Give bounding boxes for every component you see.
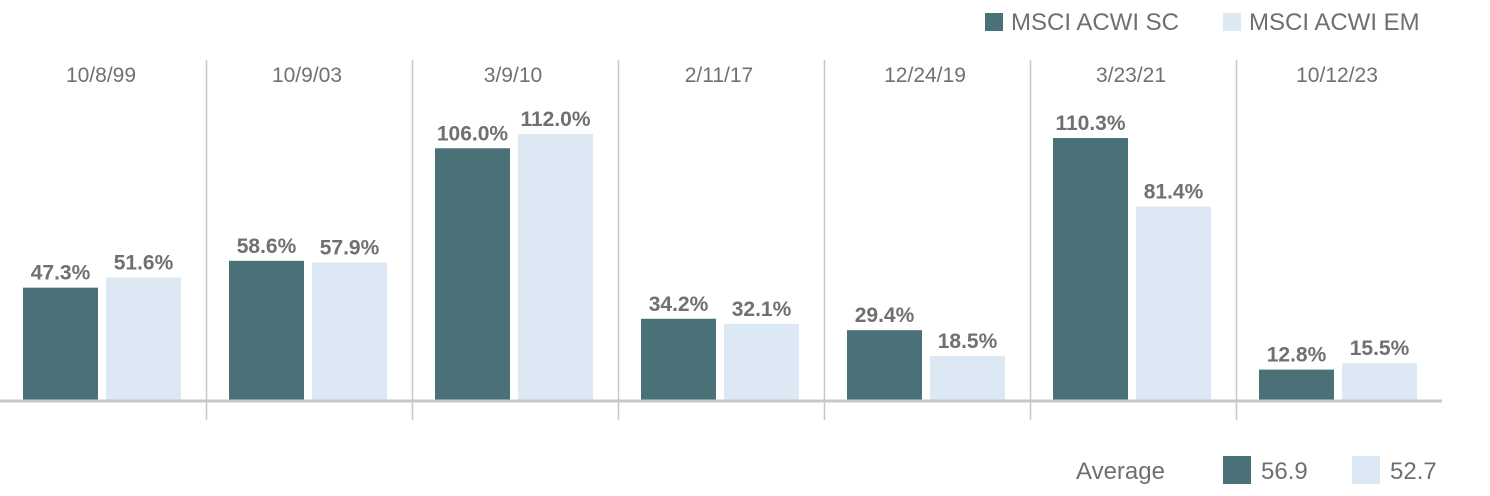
- bar-em: [518, 134, 593, 400]
- average-value-2: 52.7: [1390, 458, 1437, 485]
- bar-em: [930, 356, 1005, 400]
- data-label: 110.3%: [1055, 112, 1125, 135]
- data-label: 106.0%: [437, 122, 509, 145]
- legend: MSCI ACWI SC MSCI ACWI EM: [985, 9, 1420, 36]
- bar-sc: [641, 318, 716, 400]
- average-legend: Average 56.9 52.7: [1076, 456, 1437, 485]
- category-label: 3/23/21: [1096, 64, 1166, 87]
- bar-em: [1342, 363, 1417, 400]
- data-label: 29.4%: [855, 304, 915, 327]
- average-swatch-1: [1223, 456, 1251, 484]
- data-label: 51.6%: [114, 251, 174, 274]
- category-label: 3/9/10: [484, 64, 542, 87]
- bars: [23, 134, 1417, 400]
- bar-sc: [435, 148, 510, 400]
- data-label: 58.6%: [237, 235, 297, 258]
- data-label: 15.5%: [1350, 337, 1410, 360]
- data-label: 112.0%: [520, 108, 590, 131]
- category-label: 10/9/03: [272, 64, 342, 87]
- data-label: 81.4%: [1144, 181, 1204, 204]
- average-value-1: 56.9: [1261, 458, 1308, 485]
- average-swatch-2: [1352, 456, 1380, 484]
- value-labels: 47.3% 51.6% 58.6% 57.9% 106.0% 112.0% 34.2% 32.…: [31, 108, 1410, 367]
- bar-sc: [23, 287, 98, 400]
- category-label: 2/11/17: [685, 64, 754, 87]
- data-label: 57.9%: [320, 236, 380, 259]
- bar-em: [724, 323, 799, 400]
- category-label: 10/12/23: [1296, 64, 1378, 87]
- category-label: 12/24/19: [884, 64, 966, 87]
- data-label: 47.3%: [31, 262, 91, 285]
- legend-label-2: MSCI ACWI EM: [1249, 9, 1420, 36]
- bar-sc: [1053, 138, 1128, 400]
- category-dividers: [205, 60, 1238, 420]
- data-label: 12.8%: [1267, 344, 1327, 367]
- bar-sc: [847, 330, 922, 400]
- data-label: 34.2%: [649, 293, 709, 316]
- bar-sc: [1259, 369, 1334, 400]
- bar-em: [106, 277, 181, 400]
- data-label: 32.1%: [732, 298, 792, 321]
- bar-em: [312, 262, 387, 400]
- bar-em: [1136, 206, 1211, 400]
- category-label: 10/8/99: [66, 64, 136, 87]
- average-title: Average: [1076, 458, 1165, 485]
- bar-sc: [229, 260, 304, 400]
- legend-swatch-1: [985, 13, 1003, 31]
- legend-swatch-2: [1223, 13, 1241, 31]
- legend-label-1: MSCI ACWI SC: [1011, 9, 1179, 36]
- category-labels: 10/8/99 10/9/03 3/9/10 2/11/17 12/24/19 3/23/…: [66, 64, 1378, 87]
- data-label: 18.5%: [938, 330, 998, 353]
